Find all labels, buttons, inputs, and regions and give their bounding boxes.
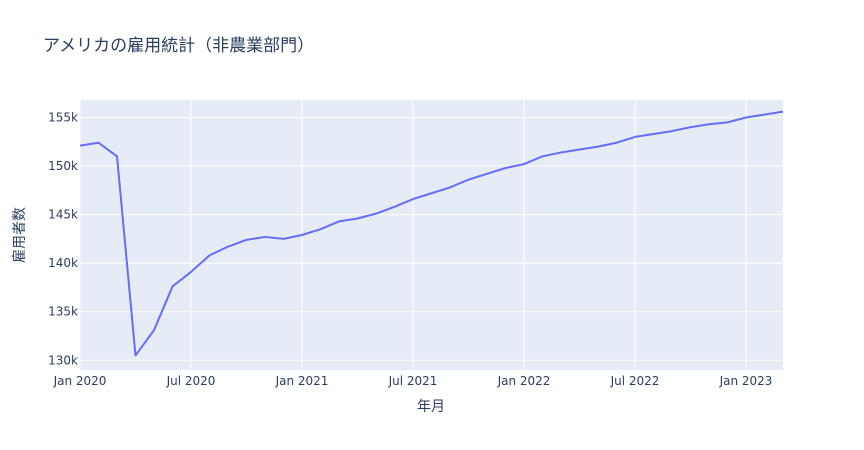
x-tick-label: Jul 2022 xyxy=(610,374,660,388)
x-gridlines xyxy=(79,100,747,370)
x-tick-label: Jan 2022 xyxy=(497,374,551,388)
x-tick-labels: Jan 2020 Jul 2020 Jan 2021 Jul 2021 Jan 2022… xyxy=(53,374,773,388)
y-tick-label: 150k xyxy=(48,159,78,173)
x-tick-label: Jan 2021 xyxy=(275,374,329,388)
y-tick-label: 140k xyxy=(48,256,78,270)
x-tick-label: Jul 2020 xyxy=(166,374,216,388)
plot-area xyxy=(80,100,783,370)
y-tick-label: 135k xyxy=(48,305,78,319)
y-tick-label: 145k xyxy=(48,208,78,222)
y-gridlines xyxy=(80,116,783,361)
x-axis-title: 年月 xyxy=(417,399,445,415)
y-tick-label: 130k xyxy=(48,353,78,367)
series-line-0 xyxy=(79,110,784,357)
x-tick-label: Jan 2020 xyxy=(53,374,107,388)
chart-title: アメリカの雇用統計（非農業部門） xyxy=(43,36,314,56)
series-group xyxy=(79,110,784,357)
y-tick-labels: 130k 135k 140k 145k 150k 155k xyxy=(48,110,78,367)
x-tick-label: Jul 2021 xyxy=(388,374,438,388)
y-tick-label: 155k xyxy=(48,110,78,124)
y-axis-title: 雇用者数 xyxy=(11,207,28,263)
x-tick-label: Jan 2023 xyxy=(719,374,773,388)
